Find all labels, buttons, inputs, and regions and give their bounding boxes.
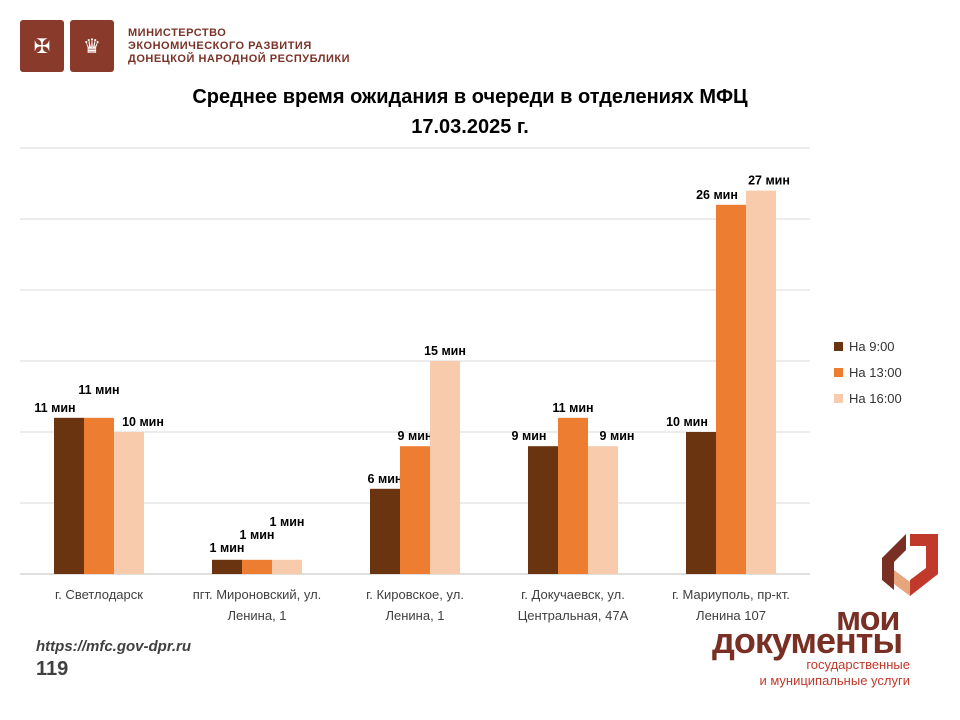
legend: На 9:00 На 13:00 На 16:00 [834, 333, 902, 411]
footer-url[interactable]: https://mfc.gov-dpr.ru [36, 638, 191, 655]
bar [212, 559, 242, 574]
x-tick-label: г. Мариуполь, пр-кт. [672, 587, 790, 602]
legend-item: На 9:00 [834, 333, 902, 359]
x-tick-label: г. Кировское, ул. [366, 587, 464, 602]
bar [370, 488, 400, 574]
data-label: 9 мин [398, 429, 433, 443]
data-label: 11 мин [78, 383, 119, 397]
ministry-name: МИНИСТЕРСТВО ЭКОНОМИЧЕСКОГО РАЗВИТИЯ ДОН… [128, 27, 350, 66]
bar [430, 361, 460, 574]
bar [400, 446, 430, 574]
x-tick-label: Ленина, 1 [385, 608, 444, 623]
bar [716, 204, 746, 575]
x-tick-label: Ленина 107 [696, 608, 766, 623]
bar [588, 446, 618, 574]
x-tick-label: г. Докучаевск, ул. [521, 587, 625, 602]
legend-swatch [834, 341, 843, 351]
bar [558, 417, 588, 574]
x-tick-label: г. Светлодарск [55, 587, 143, 602]
x-tick-label: пгт. Мироновский, ул. [193, 587, 322, 602]
chart-title-block: Среднее время ожидания в очереди в отдел… [0, 82, 940, 142]
data-label: 1 мин [270, 515, 305, 529]
legend-label: На 13:00 [849, 364, 902, 380]
bar [84, 417, 114, 574]
data-label: 1 мин [240, 528, 275, 542]
bar [272, 559, 302, 574]
ministry-line-3: ДОНЕЦКОЙ НАРОДНОЙ РЕСПУБЛИКИ [128, 52, 350, 65]
bar [528, 446, 558, 574]
bar [242, 559, 272, 574]
bar [114, 432, 144, 574]
data-label: 1 мин [210, 541, 245, 555]
bar [54, 417, 84, 574]
data-label: 15 мин [424, 344, 466, 358]
bar [686, 432, 716, 574]
ministry-line-2: ЭКОНОМИЧЕСКОГО РАЗВИТИЯ [128, 39, 312, 52]
x-tick-label: Центральная, 47А [518, 608, 629, 623]
data-label: 6 мин [368, 472, 403, 486]
brand-tagline: государственные и муниципальные услуги [759, 657, 910, 689]
legend-item: На 16:00 [834, 385, 902, 411]
legend-label: На 9:00 [849, 338, 895, 354]
chart-title: Среднее время ожидания в очереди в отдел… [192, 86, 748, 108]
page-number: 119 [36, 658, 69, 680]
moi-dokumenty-logo-icon [882, 534, 938, 596]
brand-line-1: мои [836, 600, 900, 638]
data-label: 10 мин [122, 415, 164, 429]
legend-swatch [834, 393, 843, 403]
x-tick-label: Ленина, 1 [227, 608, 286, 623]
coat-of-arms-icon: ✠ [20, 20, 64, 72]
brand-tagline-2: и муниципальные услуги [759, 673, 910, 688]
brand-line-2: документы [712, 620, 903, 661]
legend-label: На 16:00 [849, 390, 902, 406]
data-label: 10 мин [666, 415, 708, 429]
data-label: 11 мин [34, 401, 75, 415]
bar [746, 190, 776, 574]
data-label: 11 мин [552, 401, 593, 415]
data-label: 9 мин [600, 429, 635, 443]
ministry-line-1: МИНИСТЕРСТВО [128, 26, 227, 39]
data-label: 9 мин [512, 429, 547, 443]
eagle-emblem-icon: ♛ [70, 20, 114, 72]
data-label: 26 мин [696, 188, 738, 202]
brand-tagline-1: государственные [806, 657, 910, 672]
legend-item: На 13:00 [834, 359, 902, 385]
header: ✠ ♛ МИНИСТЕРСТВО ЭКОНОМИЧЕСКОГО РАЗВИТИЯ… [20, 20, 350, 72]
chart-subtitle: 17.03.2025 г. [411, 116, 529, 138]
legend-swatch [834, 367, 843, 377]
data-label: 27 мин [748, 174, 790, 188]
